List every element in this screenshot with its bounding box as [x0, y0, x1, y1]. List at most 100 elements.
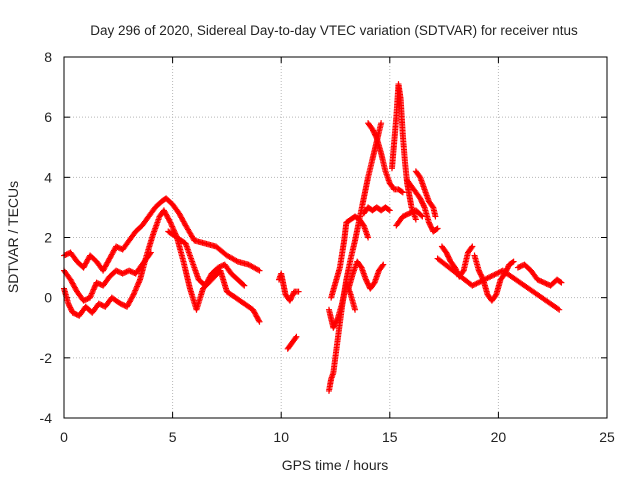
- data-point: [432, 213, 439, 220]
- data-point: [399, 189, 406, 196]
- data-point: [166, 218, 173, 225]
- y-tick-label: 2: [44, 230, 52, 246]
- data-point: [365, 234, 372, 241]
- data-point: [113, 243, 120, 250]
- plot-frame: [63, 56, 608, 419]
- data-point: [93, 279, 100, 286]
- data-point: [484, 275, 491, 282]
- data-point: [485, 274, 492, 281]
- data-point: [468, 244, 475, 251]
- data-point: [398, 188, 405, 195]
- data-point: [114, 244, 121, 251]
- data-point: [256, 267, 263, 274]
- data-point: [509, 259, 516, 266]
- y-axis-label: SDTVAR / TECUs: [5, 181, 21, 293]
- y-tick-label: 0: [44, 290, 52, 306]
- data-point: [399, 213, 406, 220]
- data-point: [69, 309, 76, 316]
- y-tick-label: -2: [40, 350, 53, 366]
- x-tick-label: 15: [382, 429, 398, 445]
- data-point: [215, 264, 222, 271]
- data-point: [385, 206, 392, 213]
- data-point: [476, 279, 483, 286]
- data-point: [537, 277, 544, 284]
- y-tick-label: 8: [44, 49, 52, 65]
- data-point: [538, 278, 545, 285]
- data-point: [241, 282, 248, 289]
- data-point: [115, 268, 122, 275]
- data-point: [477, 278, 484, 285]
- data-point: [429, 203, 436, 210]
- data-point: [434, 225, 441, 232]
- data-point: [122, 269, 129, 276]
- data-point: [147, 249, 154, 256]
- data-point: [119, 270, 126, 277]
- data-point: [256, 318, 263, 325]
- data-point: [97, 301, 104, 308]
- data-point: [403, 211, 410, 218]
- data-point: [80, 297, 87, 304]
- data-point: [255, 266, 262, 273]
- data-point: [558, 279, 565, 286]
- data-point: [401, 212, 408, 219]
- data-point: [379, 262, 386, 269]
- data-point: [542, 280, 549, 287]
- data-point: [70, 310, 77, 317]
- data-point: [541, 279, 548, 286]
- data-point: [114, 268, 121, 275]
- data-point: [459, 268, 466, 275]
- data-point: [534, 276, 541, 283]
- data-point: [352, 306, 359, 313]
- data-point: [386, 207, 393, 214]
- data-point: [127, 268, 134, 275]
- data-point: [126, 267, 133, 274]
- data-points: [61, 81, 565, 394]
- data-point: [469, 282, 476, 289]
- data-point: [473, 280, 480, 287]
- data-point: [84, 295, 91, 302]
- data-point: [216, 263, 223, 270]
- x-tick-label: 25: [599, 429, 615, 445]
- x-tick-label: 10: [273, 429, 289, 445]
- data-point: [95, 300, 102, 307]
- data-point: [120, 269, 127, 276]
- data-point: [378, 120, 385, 127]
- data-point: [557, 278, 564, 285]
- data-point: [487, 273, 494, 280]
- data-point: [62, 251, 69, 258]
- data-point: [293, 333, 300, 340]
- data-point: [233, 257, 240, 264]
- data-point: [492, 271, 499, 278]
- data-point: [517, 263, 524, 270]
- data-point: [147, 250, 154, 257]
- data-point: [94, 280, 101, 287]
- data-point: [123, 268, 130, 275]
- data-point: [292, 334, 299, 341]
- data-point: [474, 279, 481, 286]
- data-point: [469, 243, 476, 250]
- data-point: [402, 212, 409, 219]
- data-point: [418, 212, 425, 219]
- data-point: [433, 226, 440, 233]
- y-tick-label: -4: [40, 410, 53, 426]
- data-point: [495, 269, 502, 276]
- x-axis-label: GPS time / hours: [282, 457, 389, 473]
- data-point: [491, 271, 498, 278]
- data-point: [240, 281, 247, 288]
- x-tick-label: 5: [169, 429, 177, 445]
- x-tick-label: 20: [491, 429, 507, 445]
- x-tick-label: 0: [60, 429, 68, 445]
- data-point: [494, 270, 501, 277]
- data-point: [480, 277, 487, 284]
- data-point: [405, 211, 412, 218]
- data-point: [535, 277, 542, 284]
- data-point: [408, 209, 415, 216]
- data-point: [117, 300, 124, 307]
- data-point: [490, 272, 497, 279]
- data-point: [373, 133, 380, 140]
- data-point: [554, 305, 561, 312]
- data-point: [81, 297, 88, 304]
- data-point: [516, 263, 523, 270]
- y-tick-label: 4: [44, 169, 52, 185]
- data-point: [113, 267, 120, 274]
